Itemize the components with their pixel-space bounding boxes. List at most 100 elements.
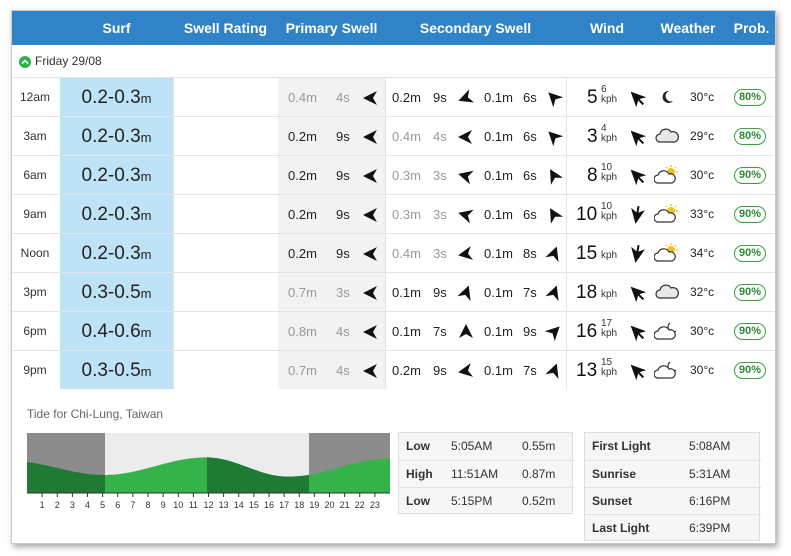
primary-swell-height: 0.7m [288, 273, 317, 312]
tide-hour-label: 20 [324, 500, 334, 510]
forecast-row: 9pm 0.3-0.5m 0.7m 4s 0.2m 9s 0.1m 7s 13 … [12, 350, 775, 389]
collapse-chevron-icon[interactable] [19, 56, 31, 68]
secondary-swell-1-period: 3s [433, 156, 447, 195]
row-time: 3pm [23, 285, 47, 299]
secondary-swell-1-height: 0.3m [392, 195, 421, 234]
wind-gust: 17 kph [601, 319, 617, 339]
wind-unit: kph [601, 94, 618, 105]
surf-unit: m [140, 169, 152, 184]
sec1-height-value: 0.2 [392, 363, 411, 378]
wind-unit: kph [601, 328, 618, 339]
tide-type: Low [406, 494, 430, 508]
wind-speed: 8 [587, 165, 598, 186]
temperature: 32°c [690, 285, 715, 299]
primary-period-value: 3 [336, 285, 344, 300]
tide-hour-label: 2 [55, 500, 60, 510]
unit-s: s [530, 90, 537, 105]
unit-m: m [502, 90, 513, 105]
wind-speed: 16 [576, 321, 598, 342]
forecast-panel: Surf Swell Rating Primary Swell Secondar… [11, 10, 776, 544]
row-time: 3am [23, 129, 47, 143]
unit-s: s [530, 285, 537, 300]
unit-s: s [530, 324, 537, 339]
tide-hour-label: 13 [219, 500, 229, 510]
wind-speed: 13 [576, 360, 598, 381]
temperature: 30°c [690, 324, 715, 338]
primary-swell-period: 9s [336, 234, 350, 273]
sec1-height-value: 0.4 [392, 129, 411, 144]
secondary-swell-1-period: 7s [433, 312, 447, 351]
wind-gust: kph [601, 280, 617, 300]
secondary-swell-2-height: 0.1m [484, 312, 513, 351]
unit-m: m [502, 324, 513, 339]
moon-cloud-icon [653, 321, 680, 346]
surf-unit: m [140, 364, 152, 379]
unit-s: s [343, 285, 350, 300]
day-header[interactable]: Friday 29/08 [12, 49, 775, 75]
tide-hour-label: 8 [145, 500, 150, 510]
sun-cloud-icon [653, 204, 680, 229]
sec2-period-value: 7 [523, 285, 531, 300]
tide-hour-label: 12 [203, 500, 213, 510]
unit-s: s [343, 246, 350, 261]
wind-gust: 4 kph [601, 124, 617, 144]
surf-height: 0.2-0.3m [60, 234, 173, 274]
temperature: 30°c [690, 90, 715, 104]
secondary-swell-2-period: 7s [523, 273, 537, 312]
wind-gust: kph [601, 241, 617, 261]
gust-value: 6 [601, 84, 607, 95]
sec1-height-value: 0.3 [392, 207, 411, 222]
sec1-period-value: 3 [433, 246, 441, 261]
wind-unit: kph [601, 250, 618, 261]
primary-height-value: 0.2 [288, 246, 307, 261]
sec2-period-value: 6 [523, 129, 531, 144]
probability-badge: 80% [734, 89, 766, 106]
primary-swell-period: 4s [336, 312, 350, 351]
sec1-height-value: 0.3 [392, 168, 411, 183]
tide-hour-label: 3 [70, 500, 75, 510]
primary-swell-period: 9s [336, 195, 350, 234]
unit-s: s [440, 90, 447, 105]
wind-speed: 5 [587, 87, 598, 108]
primary-period-value: 9 [336, 246, 344, 261]
wind-speed: 18 [576, 282, 598, 303]
surf-unit: m [140, 325, 152, 340]
wind-speed: 3 [587, 126, 598, 147]
wind-unit: kph [601, 289, 618, 300]
secondary-swell-1-height: 0.1m [392, 312, 421, 351]
temperature: 34°c [690, 246, 715, 260]
sec1-height-value: 0.4 [392, 246, 411, 261]
unit-m: m [306, 168, 317, 183]
unit-m: m [502, 168, 513, 183]
primary-period-value: 4 [336, 90, 344, 105]
tide-type: High [406, 467, 433, 481]
row-time: 9pm [23, 363, 47, 377]
sec2-period-value: 6 [523, 207, 531, 222]
unit-s: s [440, 363, 447, 378]
primary-height-value: 0.4 [288, 90, 307, 105]
header-surf: Surf [102, 20, 131, 36]
secondary-swell-1-height: 0.3m [392, 156, 421, 195]
primary-swell-height: 0.2m [288, 234, 317, 273]
forecast-row: 6pm 0.4-0.6m 0.8m 4s 0.1m 7s 0.1m 9s 16 … [12, 311, 775, 350]
sun-label: First Light [592, 439, 651, 453]
tide-hour-label: 19 [309, 500, 319, 510]
surf-unit: m [140, 91, 152, 106]
probability-badge: 90% [734, 323, 766, 340]
probability-badge: 80% [734, 128, 766, 145]
primary-swell-period: 9s [336, 117, 350, 156]
sun-row: First Light 5:08AM [585, 433, 761, 460]
tide-hour-label: 14 [234, 500, 244, 510]
sun-label: Sunrise [592, 467, 637, 481]
primary-height-value: 0.7 [288, 285, 307, 300]
secondary-swell-2-period: 6s [523, 195, 537, 234]
secondary-swell-2-period: 6s [523, 156, 537, 195]
unit-m: m [410, 246, 421, 261]
sun-label: Sunset [592, 494, 633, 508]
primary-swell-period: 3s [336, 273, 350, 312]
probability-badge: 90% [734, 206, 766, 223]
surf-range: 0.4-0.6 [81, 321, 141, 342]
sec1-period-value: 9 [433, 285, 441, 300]
tide-hour-label: 16 [264, 500, 274, 510]
temperature: 33°c [690, 207, 715, 221]
